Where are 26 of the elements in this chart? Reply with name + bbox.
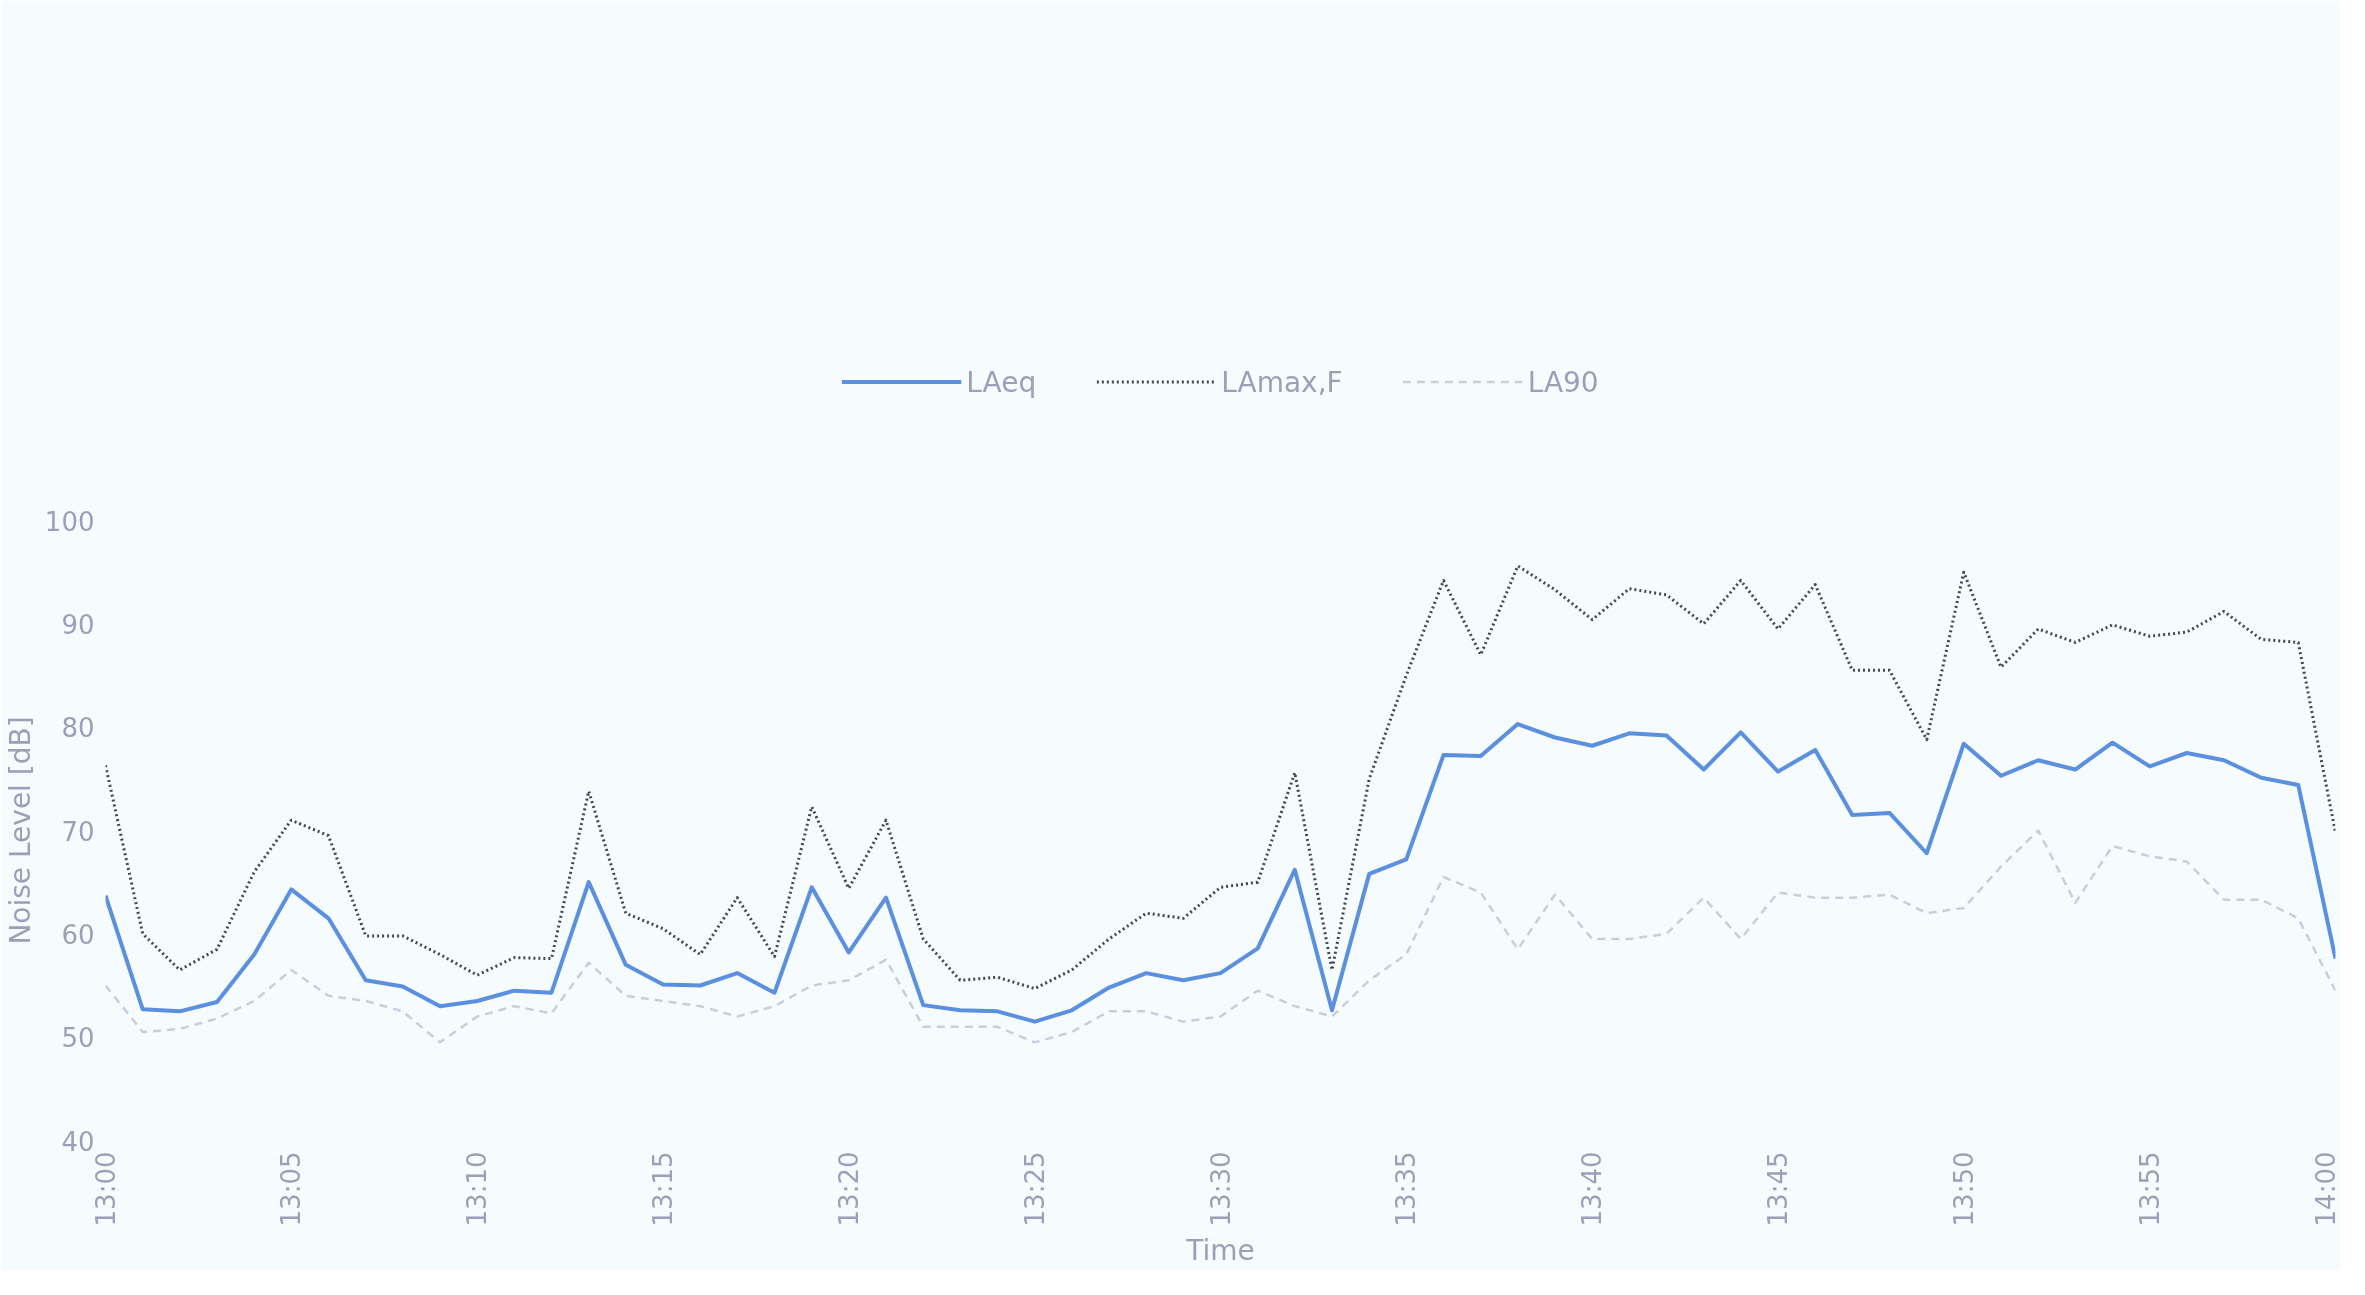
legend-label: LAeq — [966, 365, 1037, 399]
x-tick-label: 14:00 — [2310, 1151, 2341, 1227]
legend-label: LAmax,F — [1221, 365, 1343, 399]
y-tick-label: 60 — [61, 919, 95, 950]
x-axis-title: Time — [1185, 1234, 1255, 1268]
legend-label: LA90 — [1527, 365, 1599, 399]
x-tick-label: 13:35 — [1391, 1151, 1422, 1227]
x-tick-label: 13:05 — [276, 1151, 307, 1227]
x-tick-label: 13:25 — [1019, 1151, 1050, 1227]
line-series — [105, 722, 2336, 1024]
y-tick-label: 50 — [61, 1023, 95, 1054]
line-series — [105, 829, 2336, 1044]
x-tick-label: 13:10 — [462, 1151, 493, 1227]
y-tick-label: 100 — [44, 506, 95, 537]
y-axis-title: Noise Level [dB] — [3, 716, 37, 945]
x-tick-label: 13:55 — [2134, 1151, 2165, 1227]
x-tick-label: 13:20 — [833, 1151, 864, 1227]
x-tick-label: 13:15 — [648, 1151, 678, 1227]
y-tick-label: 90 — [61, 609, 95, 640]
x-tick-label: 13:40 — [1577, 1151, 1608, 1227]
x-tick-label: 13:50 — [1948, 1151, 1979, 1227]
x-tick-label: 13:30 — [1205, 1151, 1236, 1227]
x-tick-label: 13:45 — [1763, 1151, 1793, 1227]
line-series — [105, 564, 2336, 991]
y-tick-label: 70 — [61, 816, 95, 847]
y-tick-label: 80 — [61, 713, 95, 744]
